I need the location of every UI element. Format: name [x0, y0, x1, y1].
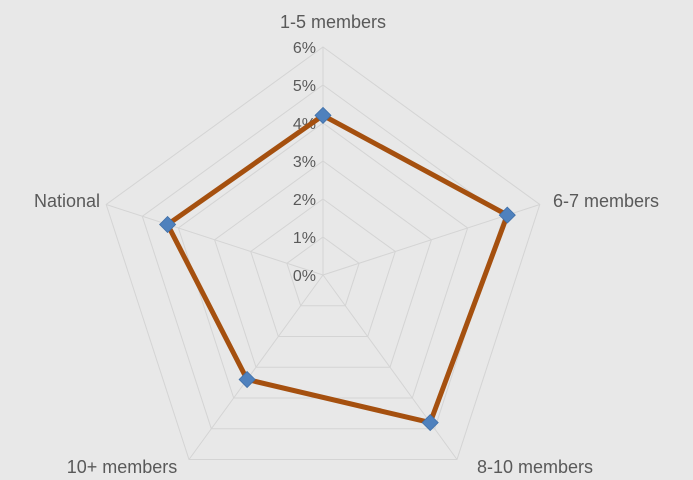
- grid-ring-1: [286, 236, 360, 307]
- category-label-10plus-members: 10+ members: [67, 457, 178, 477]
- tick-label-4: 4%: [293, 116, 316, 133]
- data-point-0: [314, 106, 332, 124]
- grid-ring-6: [105, 46, 541, 460]
- data-point-2: [421, 414, 439, 432]
- tick-label-3: 3%: [293, 154, 316, 171]
- grid-spoke-4: [106, 204, 324, 276]
- tick-label-6: 6%: [293, 40, 316, 57]
- radial-tick-labels: 0% 1% 2% 3% 4% 5% 6%: [293, 40, 316, 285]
- category-label-1-5-members: 1-5 members: [280, 12, 386, 32]
- series-group: [159, 106, 516, 432]
- tick-label-5: 5%: [293, 78, 316, 95]
- tick-label-2: 2%: [293, 192, 316, 209]
- grid-ring-2: [250, 198, 396, 337]
- series-line-0: [164, 112, 511, 426]
- category-label-national: National: [34, 191, 100, 211]
- tick-label-0: 0%: [293, 268, 316, 285]
- category-label-6-7-members: 6-7 members: [553, 191, 659, 211]
- data-point-4: [159, 215, 177, 234]
- category-label-8-10-members: 8-10 members: [477, 457, 593, 477]
- grid-spoke-2: [322, 274, 458, 460]
- data-point-3: [238, 370, 256, 389]
- tick-label-1: 1%: [293, 230, 316, 247]
- grid-ring-3: [214, 160, 432, 368]
- category-labels: 1-5 members 6-7 members 8-10 members 10+…: [34, 12, 659, 477]
- grid-spoke-3: [188, 274, 324, 460]
- data-point-1: [498, 206, 516, 224]
